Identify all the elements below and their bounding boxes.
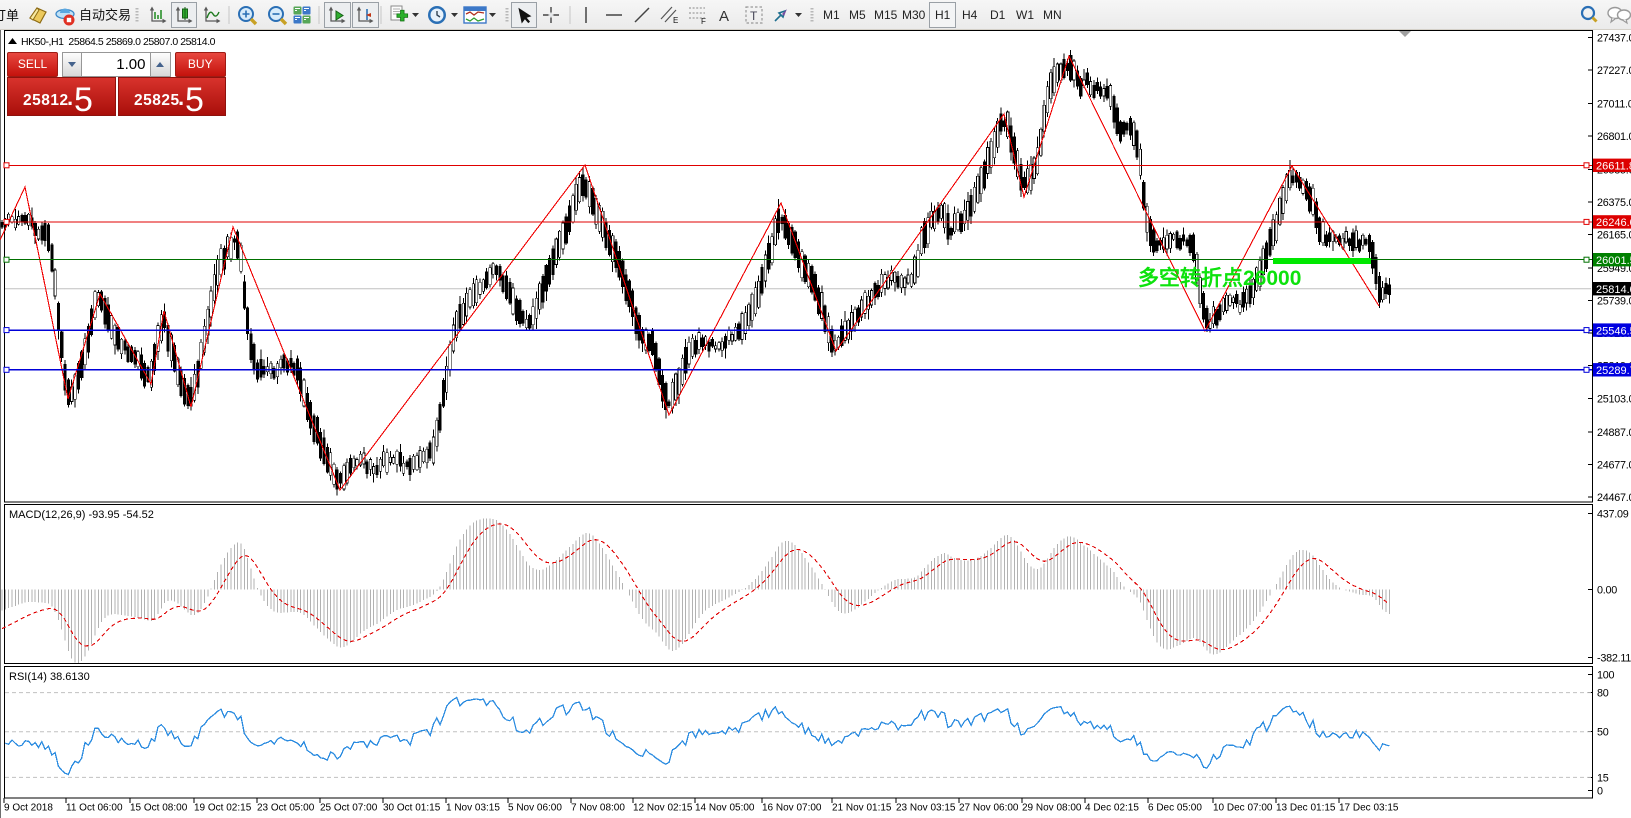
svg-text:H1: H1 (935, 8, 951, 22)
svg-text:9 Oct 2018: 9 Oct 2018 (4, 803, 53, 814)
svg-text:23 Oct 05:00: 23 Oct 05:00 (257, 803, 315, 814)
svg-text:7 Nov 08:00: 7 Nov 08:00 (571, 803, 625, 814)
svg-text:RSI(14) 38.6130: RSI(14) 38.6130 (9, 671, 90, 683)
svg-text:A: A (719, 8, 729, 25)
svg-text:80: 80 (1597, 688, 1609, 700)
svg-text:24887.0: 24887.0 (1597, 427, 1631, 439)
svg-text:26165.0: 26165.0 (1597, 229, 1631, 241)
svg-text:25739.0: 25739.0 (1597, 295, 1631, 307)
svg-text:6 Dec 05:00: 6 Dec 05:00 (1148, 803, 1202, 814)
svg-text:自动交易: 自动交易 (79, 8, 131, 23)
svg-text:26246.0: 26246.0 (1596, 217, 1631, 229)
svg-text:25 Oct 07:00: 25 Oct 07:00 (320, 803, 378, 814)
svg-text:19 Oct 02:15: 19 Oct 02:15 (194, 803, 252, 814)
svg-text:M5: M5 (849, 8, 866, 22)
svg-text:25546.5: 25546.5 (1596, 325, 1631, 337)
svg-text:MACD(12,26,9) -93.95 -54.52: MACD(12,26,9) -93.95 -54.52 (9, 509, 154, 521)
svg-text:30 Oct 01:15: 30 Oct 01:15 (383, 803, 441, 814)
svg-text:26801.0: 26801.0 (1597, 131, 1631, 143)
svg-text:16 Nov 07:00: 16 Nov 07:00 (762, 803, 822, 814)
svg-text:12 Nov 02:15: 12 Nov 02:15 (633, 803, 693, 814)
svg-text:0.00: 0.00 (1597, 585, 1617, 597)
svg-text:13 Dec 01:15: 13 Dec 01:15 (1276, 803, 1336, 814)
svg-text:HK50-,H1 25864.5 25869.0 2580: HK50-,H1 25864.5 25869.0 25807.0 25814.0 (21, 36, 216, 48)
svg-text:27011.0: 27011.0 (1597, 99, 1631, 111)
svg-text:W1: W1 (1016, 8, 1034, 22)
svg-text:0: 0 (1597, 786, 1603, 798)
svg-text:15: 15 (1597, 772, 1609, 784)
svg-text:26375.0: 26375.0 (1597, 197, 1631, 209)
svg-text:MN: MN (1043, 8, 1062, 22)
svg-text:H4: H4 (962, 8, 978, 22)
svg-text:15 Oct 08:00: 15 Oct 08:00 (130, 803, 188, 814)
svg-text:M15: M15 (874, 8, 898, 22)
svg-text:27437.0: 27437.0 (1597, 33, 1631, 45)
svg-text:50: 50 (1597, 727, 1609, 739)
svg-text:25103.0: 25103.0 (1597, 394, 1631, 406)
svg-text:多空转折点26000: 多空转折点26000 (1138, 266, 1301, 290)
svg-text:21 Nov 01:15: 21 Nov 01:15 (832, 803, 892, 814)
svg-text:M30: M30 (902, 8, 926, 22)
svg-text:4 Dec 02:15: 4 Dec 02:15 (1085, 803, 1139, 814)
svg-text:D1: D1 (990, 8, 1006, 22)
svg-text:F: F (701, 17, 706, 26)
svg-text:订单: 订单 (0, 8, 19, 23)
svg-text:-382.11: -382.11 (1597, 653, 1631, 665)
svg-text:25289.7: 25289.7 (1596, 365, 1631, 377)
svg-text:T: T (750, 9, 758, 23)
svg-text:11 Oct 06:00: 11 Oct 06:00 (66, 803, 123, 814)
svg-text:E: E (673, 16, 678, 25)
svg-text:17 Dec 03:15: 17 Dec 03:15 (1339, 803, 1399, 814)
svg-text:27227.0: 27227.0 (1597, 65, 1631, 77)
svg-text:437.09: 437.09 (1597, 509, 1629, 521)
svg-text:1 Nov 03:15: 1 Nov 03:15 (446, 803, 500, 814)
svg-text:29 Nov 08:00: 29 Nov 08:00 (1022, 803, 1082, 814)
svg-text:27 Nov 06:00: 27 Nov 06:00 (959, 803, 1019, 814)
svg-text:25814.0: 25814.0 (1596, 284, 1631, 296)
svg-text:24677.0: 24677.0 (1597, 460, 1631, 472)
svg-text:5 Nov 06:00: 5 Nov 06:00 (508, 803, 562, 814)
svg-text:100: 100 (1597, 670, 1615, 682)
svg-text:24467.0: 24467.0 (1597, 492, 1631, 504)
svg-text:26001.5: 26001.5 (1596, 255, 1631, 267)
svg-text:14 Nov 05:00: 14 Nov 05:00 (695, 803, 755, 814)
svg-text:10 Dec 07:00: 10 Dec 07:00 (1213, 803, 1273, 814)
svg-text:23 Nov 03:15: 23 Nov 03:15 (896, 803, 956, 814)
svg-text:26611.8: 26611.8 (1596, 161, 1631, 173)
svg-text:M1: M1 (823, 8, 840, 22)
